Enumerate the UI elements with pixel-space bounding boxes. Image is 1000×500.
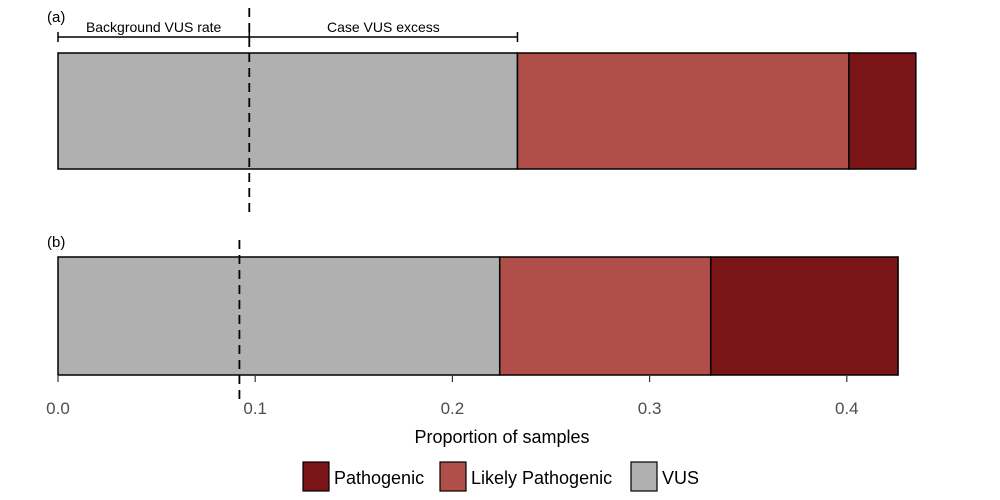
reference-lines-layer (238, 8, 251, 400)
bar-segment-pathogenic (709, 256, 899, 376)
x-tick-label: 0.2 (441, 399, 465, 418)
bar-segment-vus (57, 256, 501, 376)
x-axis-title: Proportion of samples (414, 427, 589, 447)
legend-label: VUS (662, 468, 699, 488)
bracket-annotation: Background VUS rate (57, 19, 251, 42)
annotation-label: Background VUS rate (86, 19, 222, 35)
legend: Pathogenic Likely Pathogenic VUS (302, 461, 699, 492)
x-tick-label: 0.0 (46, 399, 70, 418)
panel-label-b: (b) (47, 234, 65, 251)
bracket-annotation: Case VUS excess (248, 19, 519, 42)
bar-segment-pathogenic (848, 52, 917, 170)
bar-segment-likely-pathogenic (516, 52, 850, 170)
bar-segment-likely-pathogenic (498, 256, 712, 376)
legend-label: Likely Pathogenic (471, 468, 612, 488)
legend-key-vus (630, 461, 658, 492)
x-axis: 0.0 0.1 0.2 0.3 0.4 (46, 376, 859, 418)
x-tick-label: 0.1 (243, 399, 267, 418)
annotation-label: Case VUS excess (327, 19, 440, 35)
legend-label: Pathogenic (334, 468, 424, 488)
panel-label-a: (a) (47, 9, 65, 26)
bars-layer: (a) (b) (47, 9, 917, 376)
x-tick-label: 0.3 (638, 399, 662, 418)
bar-segment-vus (57, 52, 519, 170)
annotations-layer: Background VUS rate Case VUS excess (57, 19, 519, 42)
x-tick-label: 0.4 (835, 399, 859, 418)
legend-key-pathogenic (302, 461, 330, 492)
legend-key-likely-pathogenic (439, 461, 467, 492)
